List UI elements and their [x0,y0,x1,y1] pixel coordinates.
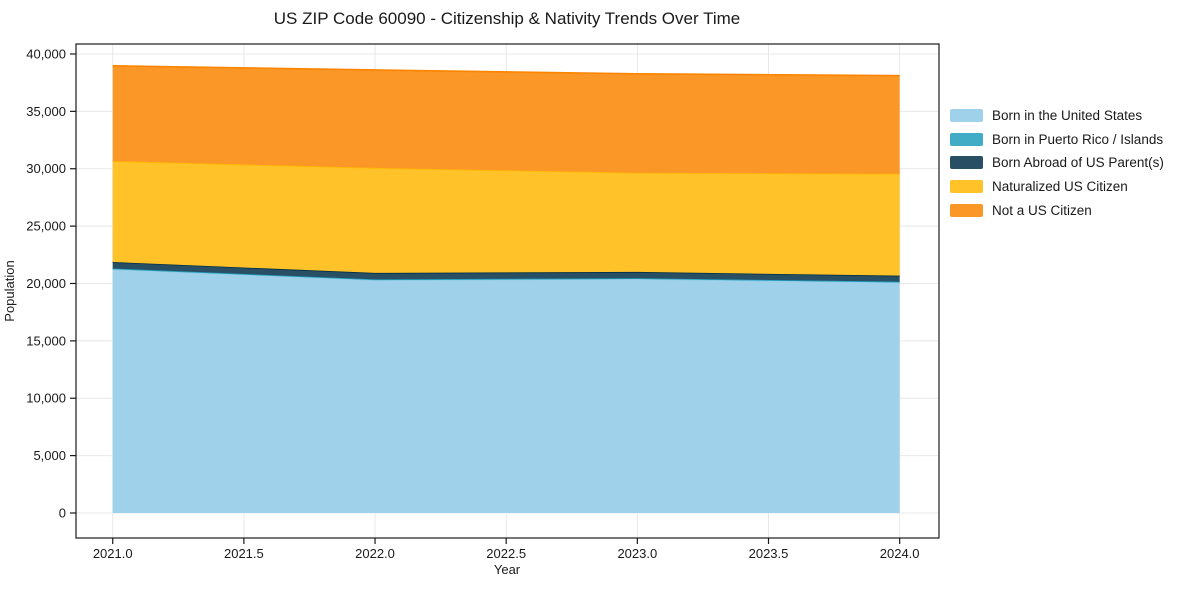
x-tick-label: 2022.0 [355,546,395,561]
legend-swatch-3 [950,180,983,194]
x-tick-label: 2024.0 [880,546,920,561]
area-edge-2 [112,261,900,277]
x-axis-label: Year [494,562,521,577]
x-tick-label: 2023.0 [617,546,657,561]
legend-swatch-1 [950,132,983,146]
y-tick-label: 0 [59,505,66,520]
area-series-4 [112,65,900,174]
legend-label-3: Naturalized US Citizen [992,179,1128,195]
axes-layer: 2021.0 2021.5 2022.0 2022.5 2023.0 2023.5 2024… [26,43,940,561]
x-tick-label: 2021.5 [224,546,264,561]
y-axis-label: Population [2,260,17,321]
area-series-layer [112,65,900,513]
y-tick-label: 30,000 [26,161,66,176]
legend-item-0: Born in the United States [950,104,1164,128]
legend-label-2: Born Abroad of US Parent(s) [992,155,1164,171]
legend-label-0: Born in the United States [992,108,1143,124]
y-tick-label: 25,000 [26,219,66,234]
y-tick-label: 40,000 [26,46,66,61]
plot-frame [75,43,940,539]
legend-item-4: Not a US Citizen [950,198,1164,222]
area-series-3 [112,161,900,276]
legend-label-1: Born in Puerto Rico / Islands [992,131,1164,147]
legend-swatch-0 [950,109,983,123]
y-tick-label: 15,000 [26,333,66,348]
area-series-0 [112,269,900,513]
y-tick-label: 35,000 [26,104,66,119]
area-series-2 [112,262,900,282]
legend-item-3: Naturalized US Citizen [950,175,1164,199]
area-edge-4 [112,65,900,77]
x-tick-label: 2023.5 [749,546,789,561]
y-tick-label: 20,000 [26,276,66,291]
x-tick-label: 2022.5 [486,546,526,561]
legend-label-4: Not a US Citizen [992,202,1092,218]
legend-swatch-2 [950,156,983,170]
legend-item-1: Born in Puerto Rico / Islands [950,128,1164,152]
x-tick-label: 2021.0 [93,546,133,561]
chart-legend: Born in the United States Born in Puerto … [950,104,1164,222]
y-tick-label: 5,000 [33,448,66,463]
y-tick-label: 10,000 [26,391,66,406]
legend-swatch-4 [950,203,983,217]
chart-title: US ZIP Code 60090 - Citizenship & Nativi… [274,9,740,28]
legend-item-2: Born Abroad of US Parent(s) [950,151,1164,175]
